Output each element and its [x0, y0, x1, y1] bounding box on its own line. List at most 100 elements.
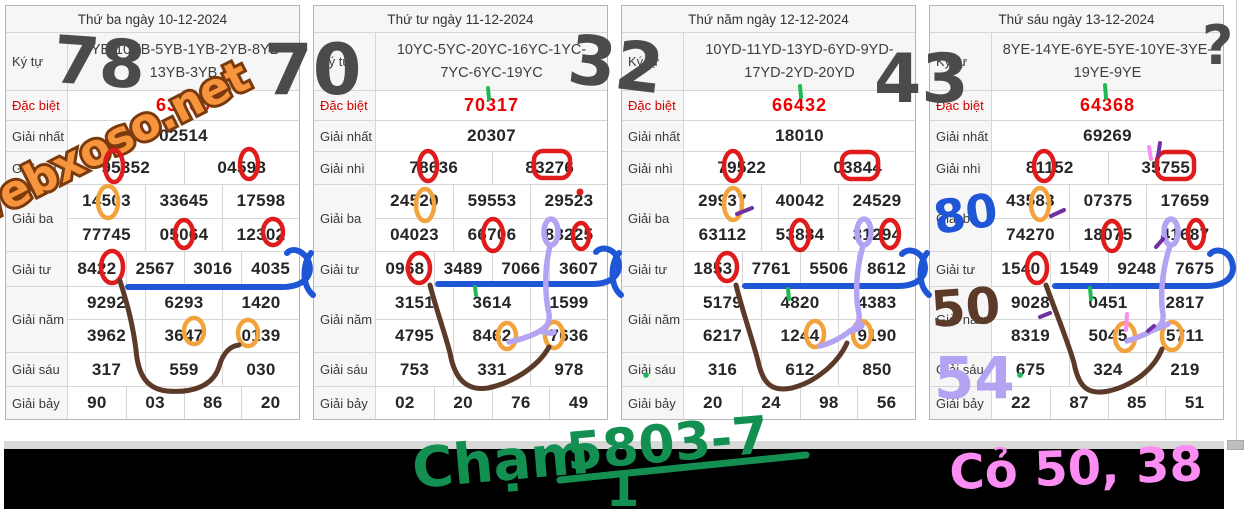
prize-number: 9292: [86, 293, 127, 312]
row-label-giai-nhi: Giải nhì: [930, 152, 992, 184]
prize-number: 24: [741, 387, 800, 419]
prize-number: 24520: [390, 191, 439, 211]
prize-number: 9190: [838, 319, 915, 352]
row-label-giai-nhi: Giải nhì: [6, 152, 68, 184]
prize-number: 317: [91, 359, 122, 379]
prize-number: 63112: [684, 217, 761, 252]
prize-number: 17598: [222, 185, 299, 218]
prize-number: 1599: [530, 287, 607, 319]
prize-number: 14503: [82, 191, 131, 211]
row-label-kytu: Ký tự: [314, 33, 376, 90]
row-label-giai-ba: Giải ba: [6, 185, 68, 251]
prize-number: 3607: [549, 252, 607, 286]
scrollbar-thumb[interactable]: [1227, 440, 1244, 450]
prize-number: 1420: [222, 287, 299, 319]
prize-number: 7066: [491, 252, 550, 286]
kytu-codes: 10YC-5YC-20YC-16YC-1YC-7YC-6YC-19YC: [376, 33, 607, 90]
prize-number: 85: [1107, 387, 1166, 419]
prize-number: 56: [857, 387, 915, 419]
prize-number: 51: [1165, 387, 1223, 419]
row-label-kytu: Ký tự: [6, 33, 68, 90]
row-label-giai-nhat: Giải nhất: [6, 121, 68, 151]
row-label-giai-ba: Giải ba: [622, 185, 684, 251]
prize-number: 559: [145, 353, 222, 386]
prize-number: 24529: [838, 185, 915, 218]
prize-number: 88225: [530, 217, 607, 251]
prize-number: 98: [799, 387, 858, 419]
row-label-giai-bay: Giải bảy: [314, 387, 376, 419]
prize-number: 5045: [1069, 319, 1146, 352]
row-label-dacbiet: Đặc biệt: [622, 91, 684, 120]
prize-number: 612: [761, 353, 838, 386]
prize-number: 219: [1146, 353, 1223, 386]
prize-number: 12302: [222, 217, 299, 251]
prize-number: 4383: [838, 287, 915, 319]
lottery-results-table-2: Thứ tư ngày 11-12-2024 Ký tự 10YC-5YC-20…: [313, 5, 608, 420]
prize-number: 8462: [453, 319, 530, 352]
prize-number: 86: [183, 387, 242, 419]
prize-number: 675: [1015, 359, 1046, 379]
row-label-giai-ba: Giải ba: [314, 185, 376, 251]
prize-number: 850: [838, 353, 915, 386]
footer-bar: [4, 449, 1224, 509]
prize-number: 753: [399, 359, 430, 379]
row-label-giai-sau: Giải sáu: [930, 353, 992, 386]
table-date-header: Thứ năm ngày 12-12-2024: [622, 6, 915, 32]
row-label-giai-nhi: Giải nhì: [314, 152, 376, 184]
table-date-header: Thứ tư ngày 11-12-2024: [314, 6, 607, 32]
row-label-dacbiet: Đặc biệt: [6, 91, 68, 120]
row-label-giai-nhi: Giải nhì: [622, 152, 684, 184]
prize-number: 90: [87, 393, 107, 412]
prize-number: 3962: [68, 319, 145, 352]
special-prize-number: 70317: [463, 95, 520, 115]
prize-number: 978: [530, 353, 607, 386]
prize-number: 0139: [222, 319, 299, 352]
row-label-giai-tu: Giải tư: [314, 252, 376, 286]
row-label-giai-tu: Giải tư: [622, 252, 684, 286]
row-label-dacbiet: Đặc biệt: [314, 91, 376, 120]
row-label-giai-tu: Giải tư: [930, 252, 992, 286]
prize-number: 49: [549, 387, 607, 419]
lottery-results-table-3: Thứ năm ngày 12-12-2024 Ký tự 10YD-11YD-…: [621, 5, 916, 420]
prize-number: 03844: [799, 152, 916, 184]
prize-number: 4035: [241, 252, 299, 286]
row-label-giai-sau: Giải sáu: [6, 353, 68, 386]
prize-number: 33645: [145, 185, 222, 218]
kytu-codes: 6YB-10YB-5YB-1YB-2YB-8YB-13YB-3YB: [68, 33, 299, 90]
prize-number: 1540: [1001, 259, 1041, 278]
prize-number: 20307: [467, 126, 516, 145]
prize-number: 331: [453, 353, 530, 386]
prize-number: 8319: [992, 319, 1069, 352]
row-label-giai-sau: Giải sáu: [314, 353, 376, 386]
table-date-header: Thứ sáu ngày 13-12-2024: [930, 6, 1223, 32]
prize-number: 2817: [1146, 287, 1223, 319]
prize-number: 87: [1049, 387, 1108, 419]
prize-number: 77745: [68, 217, 145, 252]
prize-number: 324: [1069, 353, 1146, 386]
footer-divider: [4, 441, 1224, 449]
prize-number: 0968: [385, 259, 425, 278]
prize-number: 53884: [761, 217, 838, 251]
prize-number: 02: [395, 393, 415, 412]
prize-number: 74270: [992, 217, 1069, 252]
prize-number: 43583: [1006, 191, 1055, 211]
prize-number: 22: [1011, 393, 1031, 412]
prize-number: 7636: [530, 319, 607, 352]
row-label-kytu: Ký tự: [930, 33, 992, 90]
row-label-giai-nhat: Giải nhất: [622, 121, 684, 151]
prize-number: 41687: [1146, 217, 1223, 251]
row-label-giai-nhat: Giải nhất: [314, 121, 376, 151]
prize-number: 04598: [183, 152, 300, 184]
prize-number: 07375: [1069, 185, 1146, 218]
prize-number: 030: [222, 353, 299, 386]
prize-number: 1549: [1049, 252, 1108, 286]
prize-number: 1244: [761, 319, 838, 352]
row-label-giai-nam: Giải năm: [622, 287, 684, 352]
prize-number: 29937: [698, 191, 747, 211]
row-label-giai-nam: Giải năm: [314, 287, 376, 352]
prize-number: 03: [125, 387, 184, 419]
prize-number: 20: [241, 387, 299, 419]
prize-number: 66706: [453, 217, 530, 251]
prize-number: 78636: [409, 158, 459, 177]
prize-number: 17659: [1146, 185, 1223, 218]
